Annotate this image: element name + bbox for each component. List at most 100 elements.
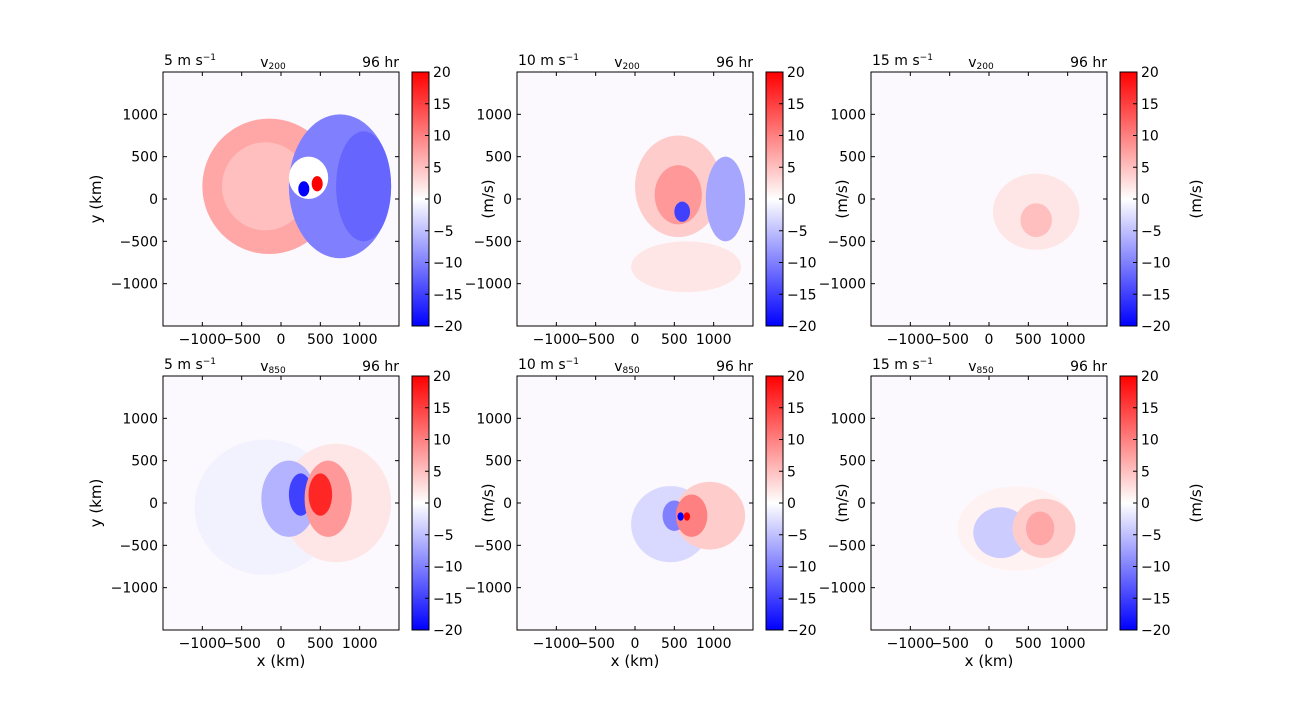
- y-tick-label: −1000: [465, 277, 512, 293]
- colorbar-tick-label: 10: [1141, 129, 1159, 145]
- panel-title-center: v200: [968, 55, 994, 72]
- colorbar-tick-label: 10: [433, 433, 451, 449]
- x-tick-label: 500: [307, 636, 334, 652]
- panel-title-left: 5 m s−1: [164, 357, 216, 373]
- x-tick-label: −1000: [179, 332, 226, 348]
- colorbar-tick-label: −15: [433, 287, 463, 303]
- title-superscript: −1: [203, 357, 216, 367]
- colorbar-tick-label: −15: [787, 591, 817, 607]
- title-subscript: 850: [623, 366, 640, 376]
- colorbar-tick-label: 0: [787, 192, 796, 208]
- colorbar-tick-label: 20: [433, 65, 451, 81]
- y-tick-label: 500: [839, 150, 866, 166]
- colorbar-tick-label: 0: [787, 496, 796, 512]
- colorbar-tick-label: 15: [433, 401, 451, 417]
- panel-title-right: 96 hr: [1070, 359, 1107, 375]
- x-tick-label: −1000: [533, 332, 580, 348]
- y-tick-label: 0: [857, 496, 866, 512]
- field-blob: [654, 165, 702, 225]
- colorbar-tick-label: 10: [787, 433, 805, 449]
- field-contours: [194, 439, 392, 575]
- y-tick-label: 1000: [476, 411, 512, 427]
- colorbar-tick-label: −15: [1141, 287, 1171, 303]
- x-tick-label: 1000: [1050, 636, 1086, 652]
- colorbar-tick-label: 20: [1141, 369, 1159, 385]
- panel-title-right: 96 hr: [362, 359, 399, 375]
- colorbar-tick-label: 10: [787, 129, 805, 145]
- panel-title-right: 96 hr: [1070, 55, 1107, 71]
- colorbar-label: (m/s): [479, 483, 497, 522]
- x-tick-label: 0: [985, 332, 994, 348]
- colorbar-tick-label: −5: [433, 224, 454, 240]
- y-tick-label: −500: [474, 538, 512, 554]
- colorbar-tick-label: −10: [787, 560, 817, 576]
- y-tick-label: 500: [131, 150, 158, 166]
- panel-title-right: 96 hr: [716, 359, 753, 375]
- colorbar-tick-label: −5: [1141, 224, 1162, 240]
- field-contours: [957, 486, 1076, 571]
- colorbar-tick-label: 10: [433, 129, 451, 145]
- y-tick-label: 0: [503, 496, 512, 512]
- x-tick-label: −500: [222, 636, 260, 652]
- field-blob: [222, 142, 309, 231]
- colorbar-label: (m/s): [833, 179, 851, 218]
- colorbar-tick-label: 20: [1141, 65, 1159, 81]
- colorbar-tick-label: −15: [787, 287, 817, 303]
- colorbar-tick-label: −10: [1141, 560, 1171, 576]
- colorbar-tick-label: −5: [787, 528, 808, 544]
- panel-title-left: 5 m s−1: [164, 53, 216, 69]
- colorbar-tick-label: 5: [433, 160, 442, 176]
- x-tick-label: −1000: [887, 332, 934, 348]
- colorbar-tick-label: −15: [433, 591, 463, 607]
- title-superscript: −1: [566, 53, 579, 63]
- panel-title-left: 10 m s−1: [518, 53, 579, 69]
- field-contours: [631, 481, 746, 563]
- colorbar-tick-label: −20: [433, 623, 463, 639]
- y-tick-label: 1000: [122, 107, 158, 123]
- colorbar-tick-label: 5: [1141, 160, 1150, 176]
- x-tick-label: −1000: [179, 636, 226, 652]
- field-contours: [202, 114, 392, 259]
- y-tick-label: 500: [485, 150, 512, 166]
- colorbar-tick-label: −20: [1141, 319, 1171, 335]
- colorbar-tick-label: 20: [433, 369, 451, 385]
- title-superscript: −1: [920, 357, 933, 367]
- colorbar-tick-label: 5: [787, 160, 796, 176]
- colorbar-tick-label: 5: [433, 464, 442, 480]
- y-tick-label: −1000: [111, 581, 158, 597]
- field-blob: [1020, 203, 1052, 238]
- panel-title-center: v200: [260, 55, 286, 72]
- panel-title-center: v850: [968, 359, 994, 376]
- x-tick-label: 1000: [342, 332, 378, 348]
- y-tick-label: 500: [131, 454, 158, 470]
- y-tick-label: −500: [120, 234, 158, 250]
- colorbar-tick-label: −10: [787, 256, 817, 272]
- y-tick-label: −1000: [111, 277, 158, 293]
- x-tick-label: 0: [631, 332, 640, 348]
- colorbar-tick-label: −5: [1141, 528, 1162, 544]
- y-tick-label: 0: [149, 192, 158, 208]
- colorbar-tick-label: 15: [1141, 401, 1159, 417]
- title-superscript: −1: [566, 357, 579, 367]
- colorbar-label: (m/s): [833, 483, 851, 522]
- colorbar-tick-label: 0: [1141, 496, 1150, 512]
- y-tick-label: −1000: [465, 581, 512, 597]
- colorbar-tick-label: 0: [433, 496, 442, 512]
- y-tick-label: 1000: [476, 107, 512, 123]
- colorbar-tick-label: 0: [1141, 192, 1150, 208]
- colorbar-tick-label: 5: [1141, 464, 1150, 480]
- panel-title-left: 15 m s−1: [872, 357, 933, 373]
- x-tick-label: −500: [222, 332, 260, 348]
- y-tick-label: 1000: [830, 107, 866, 123]
- y-tick-label: 500: [485, 454, 512, 470]
- colorbar-tick-label: −20: [433, 319, 463, 335]
- x-tick-label: −500: [930, 636, 968, 652]
- y-tick-label: 500: [839, 454, 866, 470]
- title-subscript: 200: [623, 62, 640, 72]
- field-blob: [311, 176, 323, 192]
- panel-title-center: v200: [614, 55, 640, 72]
- x-tick-label: 500: [307, 332, 334, 348]
